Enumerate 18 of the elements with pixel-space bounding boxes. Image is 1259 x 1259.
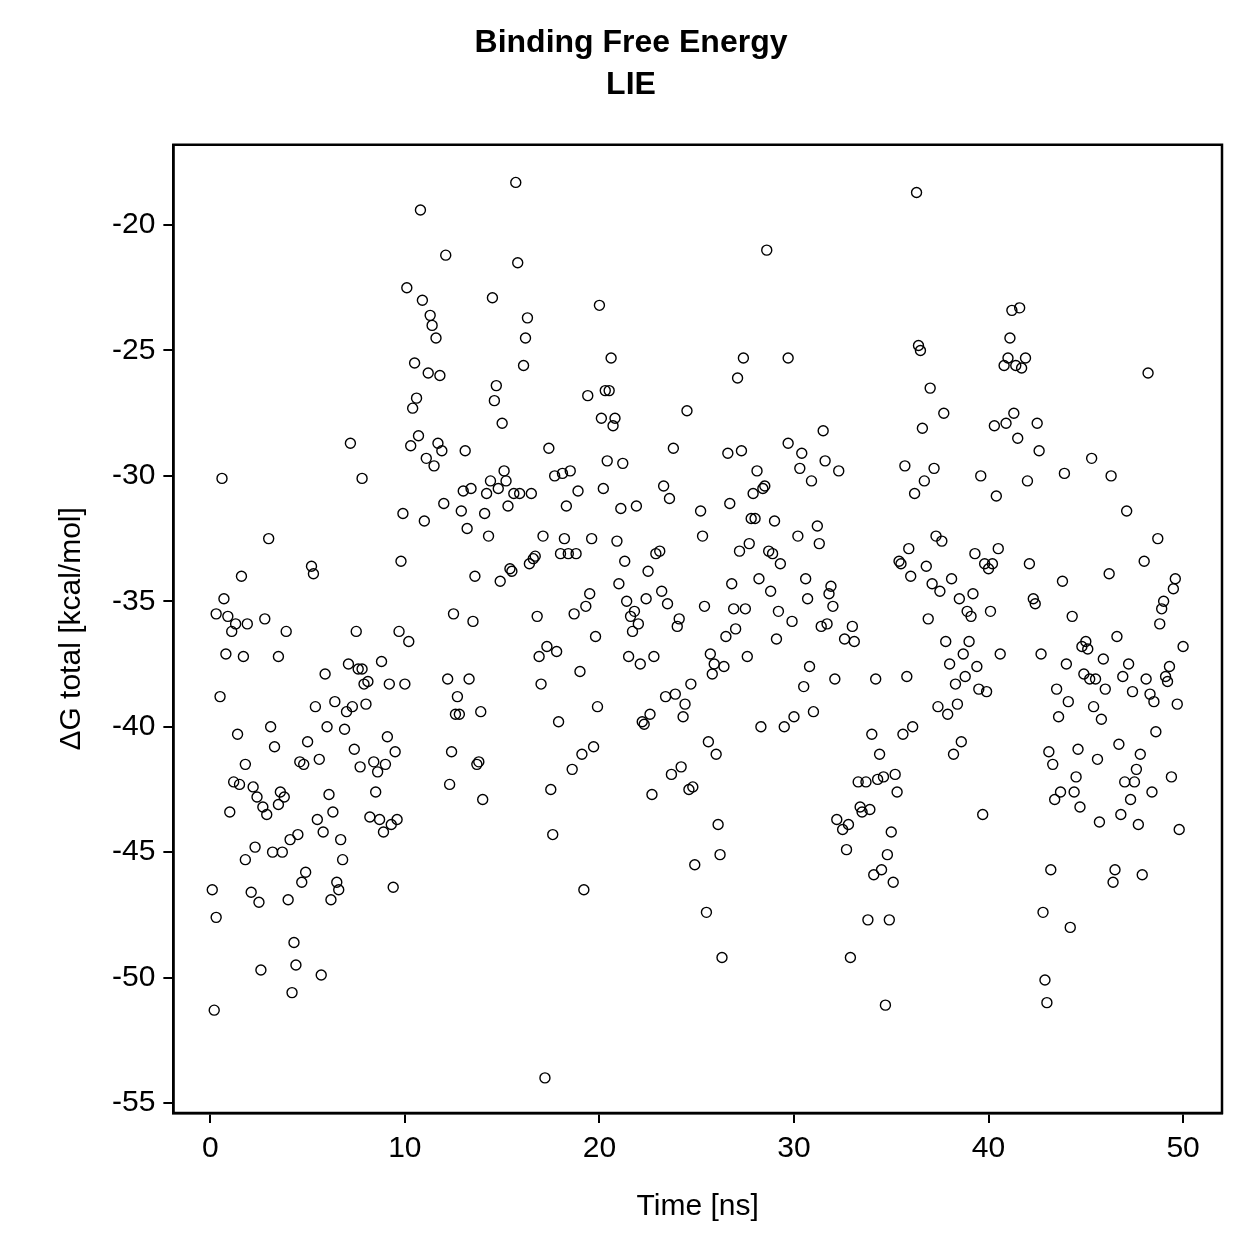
- x-axis-title: Time [ns]: [636, 1188, 759, 1222]
- y-tick-label: -25: [112, 331, 156, 365]
- y-tick-label: -30: [112, 457, 156, 491]
- x-tick-label: 50: [1166, 1130, 1200, 1164]
- x-tick-label: 10: [388, 1130, 422, 1164]
- x-tick-label: 40: [971, 1130, 1006, 1164]
- y-tick-label: -20: [112, 206, 156, 240]
- x-tick-label: 30: [777, 1130, 811, 1164]
- y-tick-label: -50: [112, 958, 156, 992]
- y-tick-label: -55: [112, 1084, 156, 1118]
- chart-subtitle: LIE: [606, 65, 656, 102]
- y-tick-label: -35: [112, 582, 156, 616]
- x-tick-label: 20: [582, 1130, 617, 1164]
- y-tick-label: -45: [112, 833, 156, 867]
- chart-title: Binding Free Energy: [474, 23, 788, 60]
- x-tick-label: 0: [201, 1130, 219, 1164]
- y-axis-title: ΔG total [kcal/mol]: [53, 507, 87, 751]
- y-tick-label: -40: [112, 707, 156, 741]
